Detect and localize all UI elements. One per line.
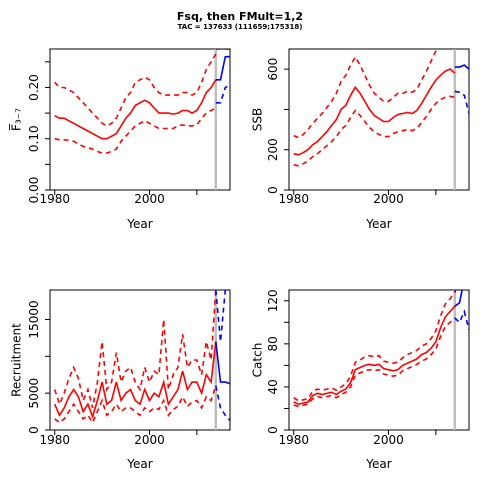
recruitment-estimate-ci-line-2 (54, 385, 217, 425)
ssb-xtick-label: 2000 (373, 192, 404, 206)
recruitment-panel: 1980 2000 0 5000 15000 Year Recruitment (10, 289, 231, 471)
recruitment-projection-ci-line-5 (215, 385, 230, 421)
recruitment-ytick-label: 5000 (27, 378, 41, 409)
ssb-xlabel: Year (365, 217, 391, 231)
recruitment-estimate-ci-line-1 (53, 290, 217, 409)
recruitment-frame (49, 289, 231, 431)
fbar-estimate-ci-line-2 (54, 107, 217, 154)
fbar-projection-ci-line-5 (215, 84, 230, 104)
recruitment-projection-line-3 (215, 341, 230, 385)
fbar-xtick-label: 2000 (134, 192, 165, 206)
recruitment-ytick-label: 0 (27, 426, 41, 434)
catch-estimate-ci-line-1 (293, 291, 456, 402)
recruitment-xtick-label: 2000 (134, 433, 165, 447)
ssb-ytick-label: 0 (266, 186, 280, 194)
catch-estimate-line-0 (293, 305, 456, 406)
fbar-ytick-label: 0.10 (27, 125, 41, 152)
figure-title: Fsq, then FMult=1,2 (176, 10, 304, 23)
catch-ytick-label: 120 (266, 289, 280, 312)
fbar-estimate-line-0 (54, 79, 217, 140)
ssb-ylabel: SSB (251, 108, 265, 131)
ssb-frame (288, 48, 470, 191)
catch-projection-line-3 (454, 290, 463, 307)
ssb-estimate-ci-line-2 (293, 95, 455, 167)
catch-estimate-ci-line-2 (293, 317, 456, 408)
ssb-xtick-label: 1980 (278, 192, 309, 206)
recruitment-ytick-label: 15000 (27, 300, 41, 338)
fbar-frame (49, 48, 231, 191)
ssb-estimate-line-0 (293, 68, 456, 156)
catch-ytick-label: 40 (266, 379, 280, 394)
ssb-ytick-label: 600 (266, 58, 280, 81)
catch-xtick-label: 1980 (278, 433, 309, 447)
ssb-estimate-ci-line-1 (293, 49, 455, 139)
ssb-projection-line-3 (454, 64, 469, 70)
fbar-xtick-label: 1980 (39, 192, 70, 206)
catch-xlabel: Year (365, 457, 391, 471)
catch-ytick-label: 80 (266, 336, 280, 351)
catch-ylabel: Catch (251, 343, 265, 378)
fbar-estimate-ci-line-1 (54, 53, 217, 127)
ssb-ytick-label: 200 (266, 138, 280, 161)
fbar-panel: 1980 2000 0.00 0.10 0.20 Year F̅₃₋₇ (8, 48, 231, 231)
fbar-projection-line-3 (215, 55, 230, 81)
catch-ytick-label: 0 (266, 426, 280, 434)
recruitment-ylabel: Recruitment (10, 323, 24, 397)
catch-frame (288, 289, 470, 431)
recruitment-xlabel: Year (126, 457, 152, 471)
fbar-ytick-label: 0.20 (27, 74, 41, 101)
catch-xtick-label: 2000 (373, 433, 404, 447)
fbar-ylabel: F̅₃₋₇ (8, 108, 23, 131)
recruitment-estimate-line-0 (53, 341, 217, 420)
fbar-ytick-label: 0.00 (27, 177, 41, 204)
ssb-panel: 1980 2000 0 200 600 Year SSB (251, 48, 470, 231)
catch-projection-ci-line-5 (454, 309, 469, 330)
recruitment-projection-ci-line-4 (215, 290, 230, 342)
recruitment-xtick-label: 1980 (39, 433, 70, 447)
fbar-xlabel: Year (126, 217, 152, 231)
figure-subtitle: TAC = 137633 (111659;175318) (177, 23, 303, 31)
catch-panel: 1980 2000 0 40 80 120 Year Catch (251, 289, 470, 471)
ssb-projection-ci-line-4 (454, 90, 469, 114)
